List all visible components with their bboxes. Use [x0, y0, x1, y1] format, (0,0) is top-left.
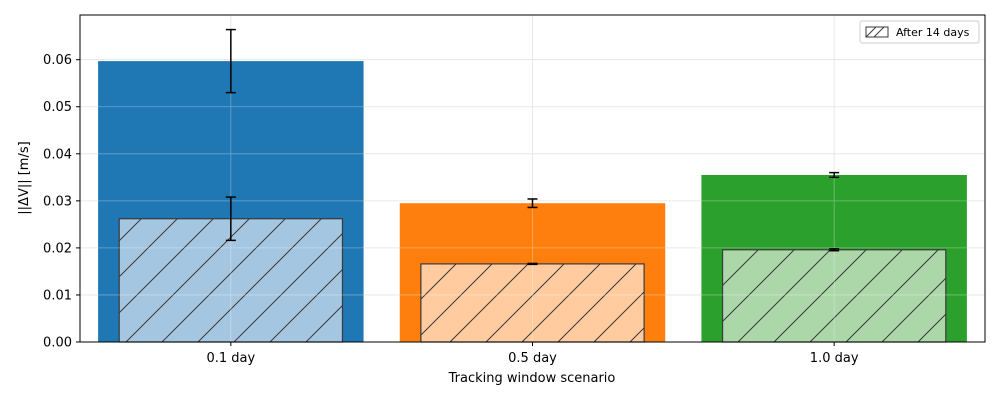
- after-bar-hatch: [721, 249, 947, 343]
- y-axis-label: ||ΔV|| [m/s]: [17, 141, 32, 214]
- y-tick-label: 0.00: [43, 336, 72, 351]
- grid-overlay: [80, 15, 985, 342]
- y-tick-label: 0.02: [43, 241, 72, 256]
- axes: 0.00 0.01 0.02 0.03 0.04 0.05 0.06 0.1 day 0.5 d…: [43, 53, 859, 366]
- y-tick-label: 0.05: [43, 100, 72, 115]
- error-bars: [225, 28, 840, 266]
- legend: After 14 days: [859, 20, 980, 44]
- error-bar: [527, 198, 538, 209]
- bars: [80, 15, 985, 343]
- x-tick-label: 0.5 day: [508, 351, 557, 366]
- legend-swatch-hatch: [865, 26, 885, 38]
- after-error-bar: [829, 248, 840, 252]
- error-bar: [829, 171, 840, 179]
- x-tick-label: 0.1 day: [206, 351, 255, 366]
- legend-swatch: [865, 26, 889, 38]
- legend-label: After 14 days: [896, 26, 970, 39]
- after-error-bar: [225, 196, 236, 242]
- error-bar: [225, 28, 236, 94]
- y-tick-label: 0.06: [43, 53, 72, 68]
- legend-frame: [859, 20, 980, 44]
- y-tick-label: 0.03: [43, 194, 72, 209]
- y-tick-label: 0.01: [43, 288, 72, 303]
- x-axis-label: Tracking window scenario: [448, 371, 616, 386]
- x-tick-label: 1.0 day: [810, 351, 859, 366]
- after-error-bar: [527, 262, 538, 266]
- y-tick-label: 0.04: [43, 147, 72, 162]
